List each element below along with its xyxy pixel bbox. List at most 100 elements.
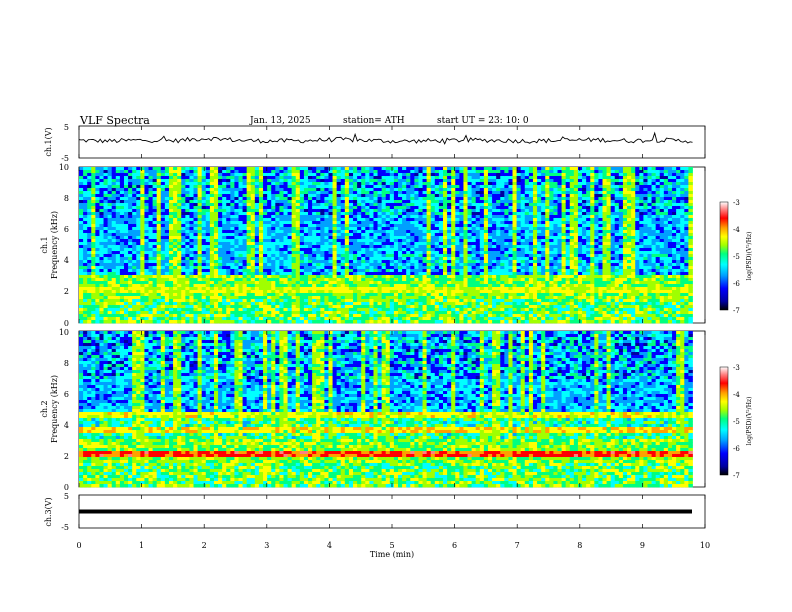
spectrogram-cell bbox=[185, 188, 190, 192]
spectrogram-cell bbox=[267, 227, 272, 231]
spectrogram-cell bbox=[303, 242, 309, 246]
spectrogram-cell bbox=[402, 188, 407, 192]
spectrogram-cell bbox=[398, 320, 403, 324]
spectrogram-cell bbox=[222, 269, 227, 273]
spectrogram-cell bbox=[242, 254, 248, 258]
spectrogram-cell bbox=[455, 230, 460, 234]
spectrogram-cell bbox=[267, 185, 272, 189]
spectrogram-cell bbox=[213, 290, 219, 294]
spectrogram-cell bbox=[144, 182, 149, 186]
spectrogram-cell bbox=[95, 227, 100, 231]
spectrogram-cell bbox=[463, 188, 468, 192]
spectrogram-cell bbox=[463, 245, 468, 249]
spectrogram-cell bbox=[197, 248, 203, 252]
spectrogram-cell bbox=[164, 176, 170, 180]
spectrogram-cell bbox=[177, 263, 182, 267]
spectrogram-cell bbox=[271, 308, 276, 312]
spectrogram-cell bbox=[136, 203, 141, 207]
spectrogram-cell bbox=[189, 245, 194, 249]
spectrogram-cell bbox=[316, 242, 321, 246]
spectrogram-cell bbox=[463, 317, 468, 321]
spectrogram-cell bbox=[107, 248, 113, 252]
spectrogram-cell bbox=[258, 311, 264, 315]
spectrogram-cell bbox=[254, 320, 260, 324]
spectrogram-cell bbox=[258, 308, 264, 312]
spectrogram-cell bbox=[361, 236, 366, 240]
spectrogram-cell bbox=[336, 299, 342, 303]
spectrogram-cell bbox=[115, 188, 121, 192]
spectrogram-cell bbox=[410, 191, 415, 195]
spectrogram-cell bbox=[181, 236, 186, 240]
spectrogram-cell bbox=[447, 311, 452, 315]
spectrogram-cell bbox=[373, 179, 378, 183]
spectrogram-cell bbox=[336, 293, 342, 297]
spectrogram-cell bbox=[459, 200, 464, 204]
spectrogram-cell bbox=[385, 275, 391, 279]
spectrogram-cell bbox=[312, 314, 317, 318]
spectrogram-cell bbox=[283, 314, 288, 318]
spectrogram-cell bbox=[369, 314, 374, 318]
spectrogram-cell bbox=[455, 176, 460, 180]
spectrogram-cell bbox=[123, 191, 129, 195]
spectrogram-cell bbox=[303, 233, 309, 237]
spectrogram-cell bbox=[295, 206, 301, 210]
spectrogram-cell bbox=[258, 257, 264, 261]
spectrogram-cell bbox=[365, 191, 370, 195]
spectrogram-cell bbox=[79, 278, 84, 282]
spectrogram-cell bbox=[238, 278, 243, 282]
spectrogram-cell bbox=[340, 221, 346, 225]
spectrogram-cell bbox=[365, 290, 370, 294]
spectrogram-cell bbox=[451, 188, 456, 192]
spectrogram-cell bbox=[189, 200, 194, 204]
spectrogram-cell bbox=[295, 275, 301, 279]
spectrogram-cell bbox=[275, 317, 280, 321]
spectrogram-cell bbox=[103, 170, 109, 174]
spectrogram-cell bbox=[430, 203, 436, 207]
spectrogram-cell bbox=[291, 260, 297, 264]
spectrogram-cell bbox=[398, 203, 403, 207]
spectrogram-cell bbox=[95, 257, 100, 261]
spectrogram-cell bbox=[422, 248, 428, 252]
spectrogram-cell bbox=[168, 230, 174, 234]
spectrogram-cell bbox=[443, 308, 448, 312]
spectrogram-cell bbox=[410, 308, 415, 312]
spectrogram-cell bbox=[140, 296, 145, 300]
spectrogram-cell bbox=[271, 290, 276, 294]
spectrogram-cell bbox=[377, 269, 383, 273]
spectrogram-cell bbox=[459, 233, 464, 237]
spectrogram-cell bbox=[434, 191, 440, 195]
spectrogram-cell bbox=[438, 305, 444, 309]
spectrogram-cell bbox=[213, 221, 219, 225]
spectrogram-cell bbox=[87, 209, 92, 213]
spectrogram-cell bbox=[373, 194, 378, 198]
spectrogram-cell bbox=[279, 290, 284, 294]
spectrogram-cell bbox=[242, 278, 248, 282]
spectrogram-cell bbox=[144, 275, 149, 279]
spectrogram-cell bbox=[140, 179, 145, 183]
spectrogram-cell bbox=[467, 287, 473, 291]
spectrogram-cell bbox=[332, 308, 338, 312]
spectrogram-cell bbox=[365, 263, 370, 267]
spectrogram-cell bbox=[132, 176, 137, 180]
spectrogram-cell bbox=[107, 191, 113, 195]
spectrogram-cell bbox=[267, 293, 272, 297]
spectrogram-cell bbox=[381, 182, 387, 186]
spectrogram-cell bbox=[173, 251, 178, 255]
spectrogram-cell bbox=[328, 308, 333, 312]
spectrogram-cell bbox=[443, 173, 448, 177]
spectrogram-cell bbox=[447, 257, 452, 261]
spectrogram-cell bbox=[438, 233, 444, 237]
spectrogram-cell bbox=[91, 224, 96, 228]
spectrogram-cell bbox=[168, 281, 174, 285]
spectrogram-cell bbox=[107, 233, 113, 237]
spectrogram-cell bbox=[406, 260, 411, 264]
spectrogram-cell bbox=[213, 278, 219, 282]
spectrogram-cell bbox=[185, 257, 190, 261]
spectrogram-cell bbox=[344, 194, 350, 198]
spectrogram-cell bbox=[316, 218, 321, 222]
spectrogram-cell bbox=[119, 191, 125, 195]
spectrogram-cell bbox=[140, 290, 145, 294]
spectrogram-cell bbox=[393, 236, 399, 240]
spectrogram-cell bbox=[160, 260, 166, 264]
spectrogram-cell bbox=[173, 203, 178, 207]
